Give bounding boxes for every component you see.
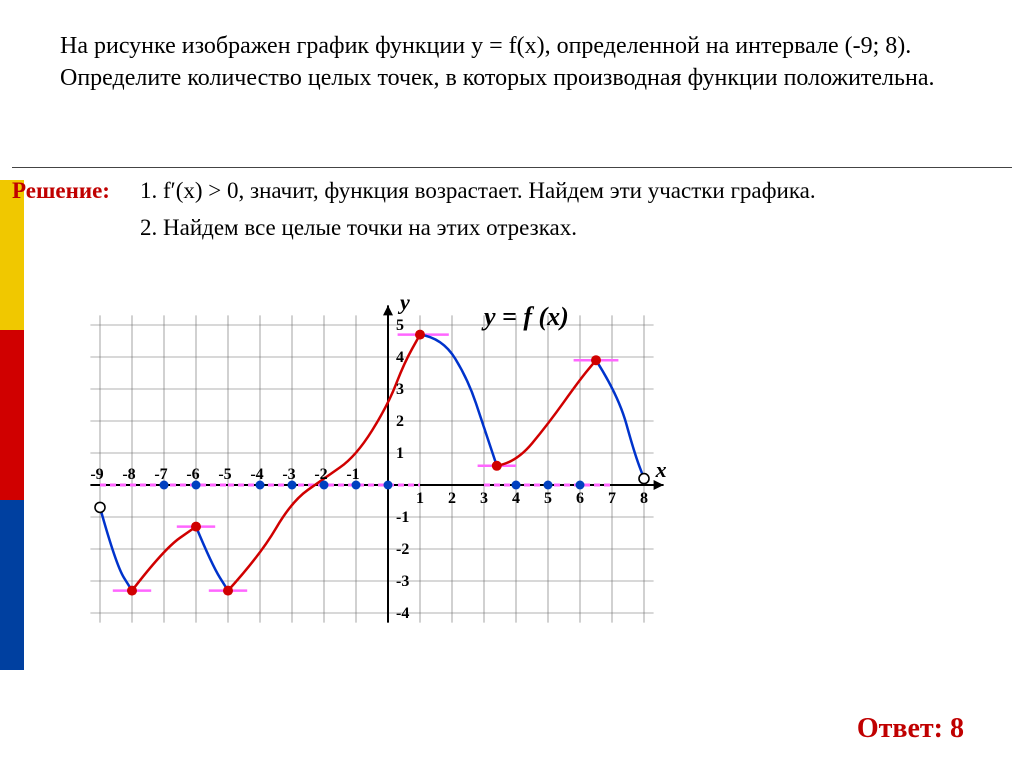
svg-text:-1: -1: [346, 466, 359, 483]
solution-step-2: 2. Найдем все целые точки на этих отрезк…: [140, 215, 577, 241]
svg-text:-6: -6: [186, 466, 199, 483]
svg-text:2: 2: [448, 490, 456, 507]
svg-text:4: 4: [512, 490, 520, 507]
svg-text:-4: -4: [396, 605, 409, 622]
svg-text:2: 2: [396, 413, 404, 430]
solution-step-1: 1. f′(x) > 0, значит, функция возрастает…: [140, 178, 816, 204]
svg-text:1: 1: [396, 445, 404, 462]
svg-text:y = f (x): y = f (x): [481, 302, 569, 331]
svg-text:-4: -4: [250, 466, 263, 483]
svg-text:5: 5: [396, 317, 404, 334]
svg-text:-8: -8: [122, 466, 135, 483]
problem-statement: На рисунке изображен график функции y = …: [60, 30, 960, 95]
function-chart: y x -9 -8 -7 -6 -5 -4 -3 -2 -1 1 2 3 4 5 6 7 8 1 2 3 4 5 -1 -2 -3 -…: [80, 275, 880, 675]
solution-label: Решение:: [12, 178, 110, 204]
blue-block: [0, 500, 24, 670]
svg-text:x: x: [655, 457, 667, 482]
svg-text:-3: -3: [396, 573, 409, 590]
svg-text:-3: -3: [282, 466, 295, 483]
svg-text:-9: -9: [90, 466, 103, 483]
chart-svg: y x -9 -8 -7 -6 -5 -4 -3 -2 -1 1 2 3 4 5 6 7 8 1 2 3 4 5 -1 -2 -3 -…: [80, 275, 880, 675]
horizontal-rule: [12, 167, 1012, 168]
svg-text:3: 3: [396, 381, 404, 398]
svg-text:6: 6: [576, 490, 584, 507]
svg-text:-1: -1: [396, 509, 409, 526]
svg-text:5: 5: [544, 490, 552, 507]
svg-text:3: 3: [480, 490, 488, 507]
svg-text:-5: -5: [218, 466, 231, 483]
red-block: [0, 330, 24, 500]
svg-text:1: 1: [416, 490, 424, 507]
svg-text:y: y: [397, 289, 410, 314]
decorative-side-bar: [0, 180, 24, 670]
svg-text:-2: -2: [396, 541, 409, 558]
svg-text:-7: -7: [154, 466, 167, 483]
svg-text:-2: -2: [314, 466, 327, 483]
svg-text:8: 8: [640, 490, 648, 507]
answer-text: Ответ: 8: [857, 713, 964, 745]
svg-text:4: 4: [396, 349, 404, 366]
svg-text:7: 7: [608, 490, 616, 507]
